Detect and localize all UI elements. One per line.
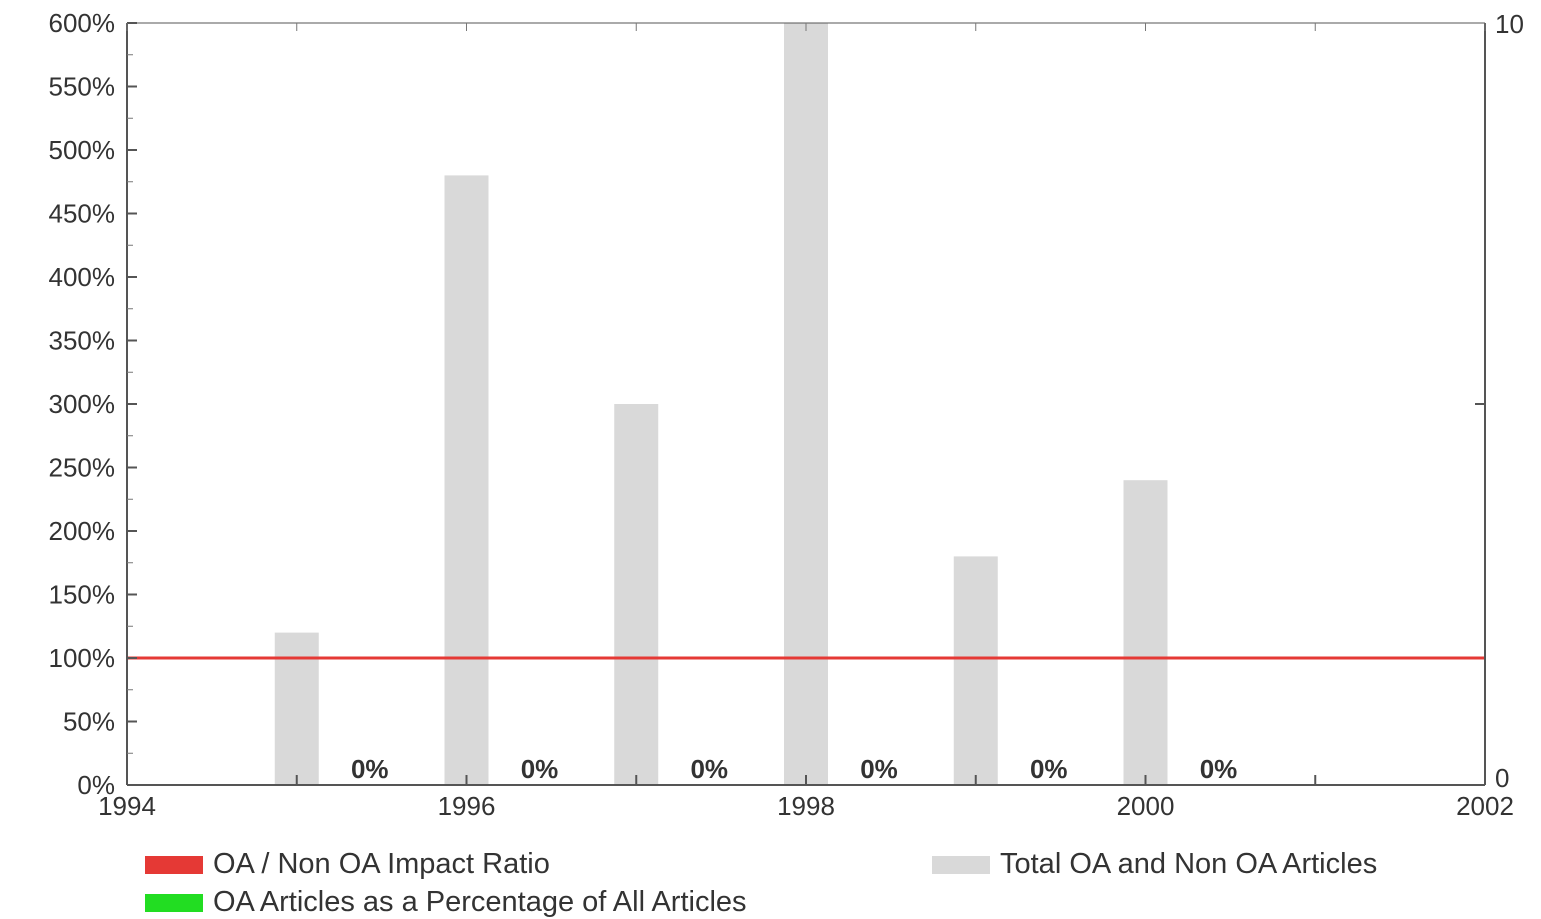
right-y-axis-ticks: 0 10 [1475,9,1524,793]
left-tick-label: 50% [63,707,115,737]
oa-percentage-label: 0% [860,754,898,784]
right-tick-label: 10 [1495,9,1524,39]
left-tick-label: 350% [49,326,116,356]
total-articles-bars [274,23,1168,785]
x-tick-label: 2000 [1117,791,1175,821]
left-tick-label: 450% [49,199,116,229]
total-articles-bar [274,632,319,785]
total-articles-bar [953,556,998,785]
left-tick-label: 250% [49,453,116,483]
x-tick-label: 1994 [98,791,156,821]
oa-percentage-label: 0% [1030,754,1068,784]
oa-percentage-labels: 0% 0% 0% 0% 0% 0% [351,754,1237,784]
oa-percentage-label: 0% [351,754,389,784]
total-articles-bar [614,404,659,785]
total-articles-bar [1123,480,1168,785]
x-axis-ticks: 1994 1996 1998 2000 2002 [98,23,1514,821]
left-tick-label: 300% [49,389,116,419]
left-tick-label: 600% [49,8,116,38]
left-tick-label: 200% [49,516,116,546]
left-tick-label: 400% [49,262,116,292]
left-tick-label: 100% [49,643,116,673]
oa-percentage-label: 0% [521,754,559,784]
left-tick-label: 150% [49,580,116,610]
left-tick-label: 550% [49,72,116,102]
total-articles-bar [444,175,489,785]
left-y-axis-ticks: 0% 50% 100% 150% 200% 250% 300% 350% 400% 450% 500… [49,8,137,800]
total-articles-bar [784,23,828,785]
x-tick-label: 2002 [1456,791,1514,821]
left-tick-label: 0% [77,770,115,800]
right-tick-label: 0 [1495,763,1509,793]
oa-percentage-label: 0% [1200,754,1238,784]
oa-percentage-label: 0% [690,754,728,784]
x-tick-label: 1996 [438,791,496,821]
x-tick-label: 1998 [777,791,835,821]
left-tick-label: 500% [49,135,116,165]
